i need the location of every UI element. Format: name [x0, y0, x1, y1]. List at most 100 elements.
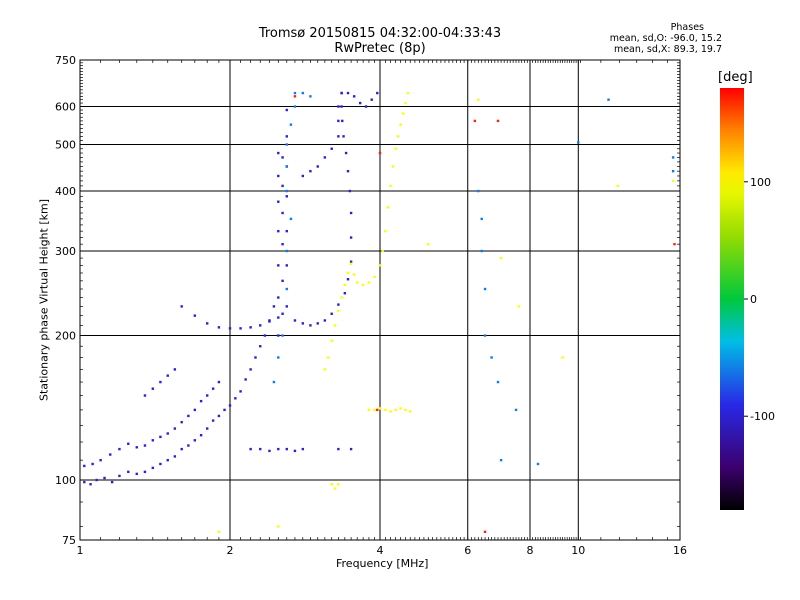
data-point	[409, 410, 412, 413]
data-point	[301, 91, 305, 95]
data-point	[499, 256, 503, 260]
data-point	[337, 309, 340, 313]
data-point	[483, 530, 487, 534]
data-point	[399, 407, 402, 410]
data-point	[217, 326, 221, 329]
data-point	[83, 480, 86, 484]
colorbar-tick-label: -100	[750, 410, 775, 423]
data-point	[110, 480, 114, 484]
data-point	[427, 242, 430, 246]
data-point	[378, 151, 382, 155]
data-point	[396, 135, 400, 138]
data-point	[217, 414, 221, 418]
data-point	[536, 462, 540, 466]
x-axis-label: Frequency [MHz]	[336, 557, 429, 570]
data-point	[285, 135, 288, 138]
data-point	[394, 147, 397, 150]
data-point	[404, 101, 407, 105]
data-point	[277, 264, 280, 267]
data-point	[103, 476, 106, 480]
data-point	[281, 312, 284, 315]
y-tick-label: 75	[62, 534, 76, 547]
data-point	[281, 279, 284, 283]
data-point	[285, 143, 288, 146]
data-point	[483, 287, 487, 291]
y-tick-label: 100	[55, 474, 76, 487]
data-point	[330, 147, 333, 150]
data-point	[401, 112, 405, 115]
data-point	[343, 292, 347, 295]
data-point	[193, 314, 197, 317]
data-point	[340, 91, 343, 95]
data-point	[361, 283, 365, 287]
data-point	[381, 249, 384, 253]
data-point	[285, 305, 288, 308]
data-point	[239, 390, 242, 393]
data-point	[337, 135, 340, 138]
x-tick-label: 16	[673, 544, 687, 557]
data-point	[561, 356, 564, 359]
data-point	[135, 472, 138, 476]
data-point	[337, 447, 340, 451]
data-point	[199, 399, 203, 403]
data-point	[159, 380, 162, 384]
data-point	[127, 470, 130, 474]
data-point	[277, 334, 280, 337]
data-point	[607, 98, 610, 101]
data-point	[337, 303, 340, 306]
data-point	[373, 408, 376, 412]
data-point	[367, 281, 371, 284]
data-point	[376, 408, 379, 412]
data-point	[187, 444, 190, 447]
data-point	[378, 407, 382, 410]
data-point	[577, 141, 580, 144]
data-point	[151, 387, 155, 390]
data-point	[277, 151, 280, 155]
data-point	[352, 273, 356, 276]
data-point	[323, 368, 327, 371]
data-point	[180, 305, 183, 308]
data-point	[367, 408, 371, 412]
data-point	[293, 449, 297, 453]
data-point	[349, 260, 353, 263]
y-tick-label: 400	[55, 185, 76, 198]
data-point	[406, 91, 410, 95]
data-point	[483, 334, 487, 337]
data-point	[389, 410, 392, 413]
data-point	[289, 217, 293, 221]
data-point	[285, 287, 288, 291]
data-point	[285, 249, 288, 253]
data-point	[180, 420, 183, 424]
data-point	[166, 374, 169, 377]
data-point	[349, 236, 353, 239]
data-point	[399, 123, 402, 126]
data-point	[259, 447, 262, 451]
phases-mean-x: mean, sd,X: 89.3, 19.7	[613, 44, 722, 55]
data-point	[223, 408, 226, 412]
data-point	[173, 455, 177, 458]
data-point	[217, 380, 221, 384]
x-tick-label: 2	[227, 544, 234, 557]
data-point	[254, 356, 257, 359]
data-point	[473, 119, 477, 123]
data-point	[293, 95, 297, 98]
data-point	[330, 339, 333, 343]
data-point	[337, 483, 340, 486]
data-point	[349, 447, 353, 451]
data-point	[285, 108, 288, 112]
data-point	[330, 312, 333, 315]
data-point	[346, 278, 350, 281]
data-point	[340, 296, 343, 299]
y-tick-label: 500	[55, 139, 76, 152]
x-tick-label: 10	[571, 544, 585, 557]
data-point	[173, 368, 177, 371]
colorbar-tick-label: 100	[750, 176, 771, 189]
data-point	[499, 458, 503, 462]
data-point	[477, 189, 480, 193]
data-point	[285, 447, 288, 451]
data-point	[349, 262, 353, 266]
data-point	[340, 105, 343, 108]
data-point	[394, 408, 397, 412]
data-point	[193, 408, 197, 412]
data-point	[480, 217, 483, 221]
